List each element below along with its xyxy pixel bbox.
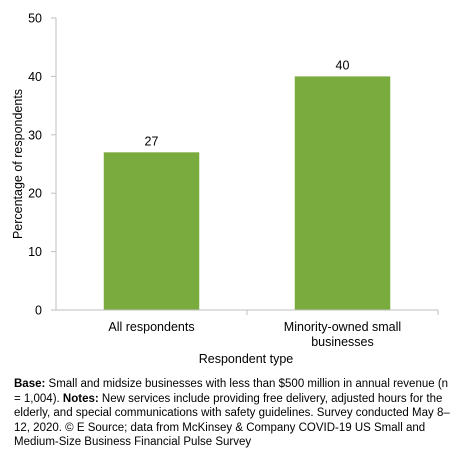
y-tick-label: 50	[28, 12, 42, 26]
bar	[103, 152, 200, 310]
notes-label: Notes:	[62, 392, 99, 405]
data-label: 40	[336, 58, 350, 72]
base-label: Base:	[14, 378, 46, 390]
base-text: Small and midsize businesses with less t…	[14, 378, 449, 405]
y-axis-ticks: 0 10 20 30 40 50	[28, 12, 56, 318]
y-tick-label: 20	[28, 187, 42, 201]
y-tick-label: 40	[28, 70, 42, 84]
x-category-label: Minority-owned small businesses	[284, 320, 401, 349]
y-axis-title: Percentage of respondents	[11, 89, 25, 239]
x-axis-title: Respondent type	[199, 352, 294, 366]
x-category-label: All respondents	[108, 320, 194, 334]
data-labels: 27 40	[145, 58, 350, 148]
y-tick-label: 30	[28, 128, 42, 142]
x-axis-categories: All respondents Minority-owned small busin…	[108, 310, 439, 349]
y-tick-label: 10	[28, 245, 42, 259]
bars	[103, 76, 391, 311]
bar-chart: 0 10 20 30 40 50 27 40 All respondents Minority…	[11, 12, 439, 366]
y-tick-label: 0	[35, 304, 42, 318]
notes-text: New services include providing free deli…	[14, 392, 450, 449]
data-label: 27	[145, 134, 159, 148]
bar	[294, 76, 391, 311]
chart-footnote: Base: Small and midsize businesses with …	[14, 377, 454, 450]
